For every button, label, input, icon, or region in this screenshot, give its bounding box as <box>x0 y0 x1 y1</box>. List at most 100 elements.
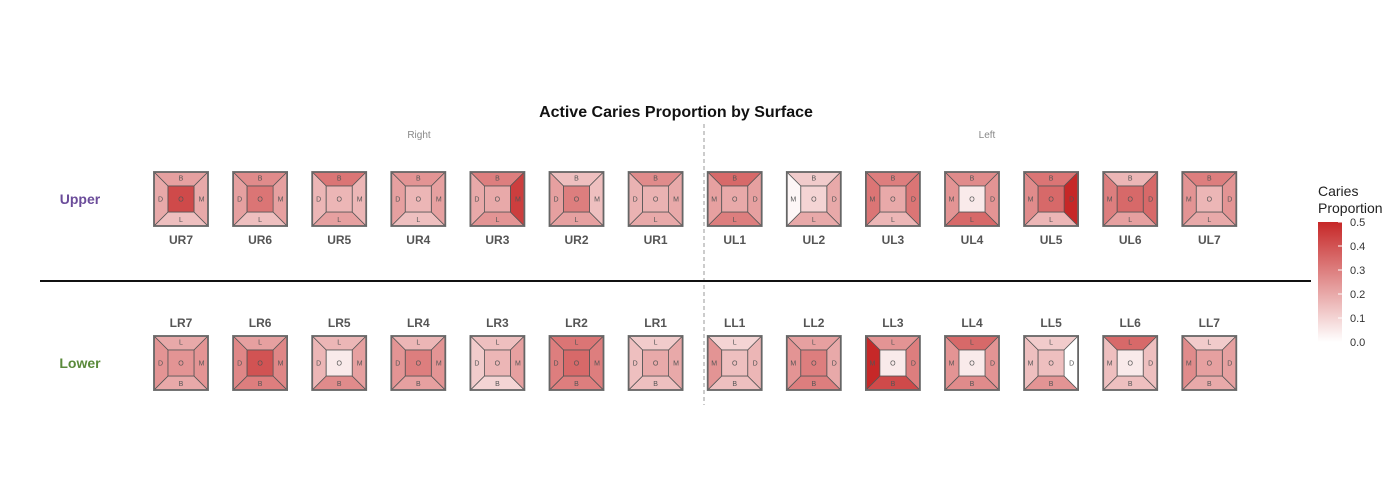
surface-LL5-O <box>1037 349 1065 377</box>
tooth-LL2: L B M D O LL2 <box>785 316 842 391</box>
surface-letter-UR7-B: B <box>179 176 184 183</box>
surface-LR7-O <box>167 349 195 377</box>
tooth-UL2: B L M D O UL2 <box>785 171 842 247</box>
surface-letter-LL7-B: B <box>1207 381 1212 388</box>
surface-letter-LR7-B: B <box>179 381 184 388</box>
surface-letter-UL5-M: M <box>1028 197 1034 204</box>
surface-LL1-O <box>721 349 749 377</box>
surface-UL4-O <box>958 185 986 213</box>
surface-letter-LL4-B: B <box>970 381 975 388</box>
legend-tick-label: 0.2 <box>1350 289 1365 301</box>
surface-letter-UR4-O: O <box>416 197 422 204</box>
tooth-label-LR3: LR3 <box>486 316 509 330</box>
surface-letter-UL4-M: M <box>949 197 955 204</box>
surface-letter-UR7-L: L <box>179 217 183 224</box>
tooth-UL5: B L M D O UL5 <box>1023 171 1080 247</box>
surface-letter-UL5-O: O <box>1048 197 1054 204</box>
tooth-LR4: L B D M O LR4 <box>390 316 447 391</box>
surface-letter-LL4-M: M <box>949 361 955 368</box>
surface-letter-UR5-B: B <box>337 176 342 183</box>
surface-letter-LL5-L: L <box>1049 340 1053 347</box>
surface-letter-LL3-D: D <box>911 361 916 368</box>
tooth-LR2: L B D M O LR2 <box>548 316 605 391</box>
surface-letter-LR5-D: D <box>316 361 321 368</box>
tooth-outline-UL4 <box>944 171 1000 227</box>
tooth-UR5: B L D M O UR5 <box>311 171 368 247</box>
tooth-label-LR2: LR2 <box>565 316 588 330</box>
surface-letter-LR2-D: D <box>553 361 558 368</box>
surface-letter-UL7-L: L <box>1207 217 1211 224</box>
tooth-label-LL2: LL2 <box>803 316 825 330</box>
side-label-right: Right <box>407 130 431 141</box>
surface-UL1-O <box>721 185 749 213</box>
surface-LL2-O <box>800 349 828 377</box>
surface-letter-LL4-D: D <box>990 361 995 368</box>
surface-letter-LR7-L: L <box>179 340 183 347</box>
surface-letter-LL5-D: D <box>1069 361 1074 368</box>
tooth-label-UR7: UR7 <box>169 233 193 247</box>
tooth-label-UR3: UR3 <box>485 233 509 247</box>
tooth-outline-LL4 <box>944 335 1000 391</box>
surface-letter-LL6-B: B <box>1128 381 1133 388</box>
surface-letter-UR3-O: O <box>495 197 501 204</box>
surface-letter-UR6-M: M <box>278 197 284 204</box>
surface-letter-LR1-O: O <box>653 361 659 368</box>
surface-letter-LR3-M: M <box>515 361 521 368</box>
surface-letter-UR3-D: D <box>474 197 479 204</box>
surface-letter-LL1-O: O <box>732 361 738 368</box>
surface-LR1-O <box>642 349 669 377</box>
tooth-outline-LL3 <box>865 335 921 391</box>
surface-letter-UL4-D: D <box>990 197 995 204</box>
surface-letter-LL4-L: L <box>970 340 974 347</box>
surface-letter-LL4-O: O <box>969 361 975 368</box>
tooth-UL7: B L M D O UL7 <box>1181 171 1238 247</box>
surface-letter-UR7-M: M <box>199 197 205 204</box>
surface-letter-UR7-O: O <box>178 197 184 204</box>
surface-UR4-O <box>404 185 432 213</box>
surface-letter-UR4-D: D <box>395 197 400 204</box>
surface-letter-UR2-M: M <box>594 197 600 204</box>
surface-letter-LL2-O: O <box>811 361 817 368</box>
legend-colorbar <box>1318 222 1342 342</box>
surface-LR2-O <box>563 349 590 377</box>
surface-letter-LL6-L: L <box>1128 340 1132 347</box>
surface-UR3-O <box>483 185 511 213</box>
tooth-label-LR4: LR4 <box>407 316 430 330</box>
tooth-outline-UR3 <box>469 171 526 227</box>
surface-letter-UL1-M: M <box>711 197 717 204</box>
surface-letter-LL2-B: B <box>811 381 816 388</box>
tooth-LR7: L B D M O LR7 <box>153 316 209 391</box>
surface-LR6-O <box>246 349 274 377</box>
legend-tick-label: 0.1 <box>1350 313 1365 325</box>
tooth-label-UL5: UL5 <box>1040 233 1063 247</box>
legend-tick-label: 0.0 <box>1350 337 1365 349</box>
tooth-outline-LR4 <box>390 335 447 391</box>
tooth-label-UR5: UR5 <box>327 233 351 247</box>
chart-title: Active Caries Proportion by Surface <box>539 104 813 121</box>
surface-letter-UL2-L: L <box>812 217 816 224</box>
surface-letter-UL2-D: D <box>832 197 837 204</box>
surface-letter-UL3-M: M <box>869 197 875 204</box>
surface-letter-LL5-M: M <box>1028 361 1034 368</box>
row-label-lower: Lower <box>59 355 101 371</box>
tooth-outline-LR6 <box>232 335 289 391</box>
tooth-UL4: B L M D O UL4 <box>944 171 1000 247</box>
tooth-label-LR7: LR7 <box>170 316 193 330</box>
surface-letter-UR4-L: L <box>416 217 420 224</box>
tooth-LR3: L B D M O LR3 <box>469 316 526 391</box>
surface-letter-LL1-L: L <box>733 340 737 347</box>
surface-letter-LR4-O: O <box>416 361 422 368</box>
tooth-label-LL3: LL3 <box>882 316 904 330</box>
surface-letter-UL1-D: D <box>753 197 758 204</box>
surface-letter-LR7-M: M <box>199 361 205 368</box>
tooth-label-LR5: LR5 <box>328 316 351 330</box>
surface-letter-UR1-D: D <box>633 197 638 204</box>
surface-letter-LR6-B: B <box>258 381 263 388</box>
surface-LR5-O <box>325 349 353 377</box>
surface-letter-LR4-L: L <box>416 340 420 347</box>
surface-letter-LL3-L: L <box>891 340 895 347</box>
tooth-UL6: B L M D O UL6 <box>1102 171 1159 247</box>
surface-UR7-O <box>167 185 195 213</box>
teeth-layer: B L D M O UR7 B L D M O UR6 B L D M O UR5 B L D M O UR4 B L D M O UR3… <box>153 171 1238 391</box>
